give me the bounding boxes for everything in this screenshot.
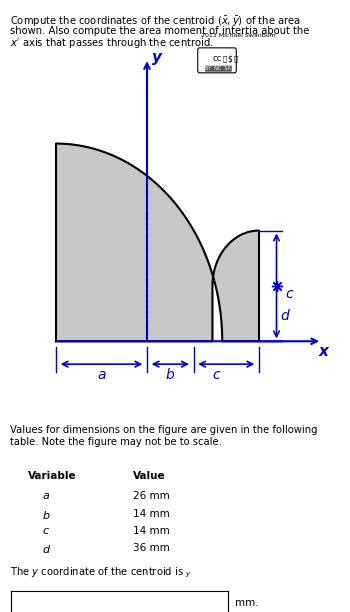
Text: $d$: $d$ (280, 308, 291, 324)
Text: BY  NC  SA: BY NC SA (205, 66, 231, 71)
FancyBboxPatch shape (198, 48, 236, 73)
Text: $x'$ axis that passes through the centroid.: $x'$ axis that passes through the centro… (10, 36, 215, 50)
Text: 14 mm: 14 mm (133, 526, 170, 536)
Text: Compute the coordinates of the centroid $\left(\bar{x}, \bar{y}\right)$ of the a: Compute the coordinates of the centroid … (10, 15, 302, 29)
Text: shown. Also compute the area moment of intertia about the: shown. Also compute the area moment of i… (10, 26, 310, 35)
Text: $a$: $a$ (42, 491, 50, 501)
Text: $a$: $a$ (97, 368, 106, 382)
Text: Variable: Variable (28, 471, 77, 481)
Text: $c$: $c$ (285, 288, 295, 301)
Text: mm.: mm. (234, 599, 258, 608)
Text: Value: Value (133, 471, 166, 481)
Text: $d$: $d$ (42, 543, 51, 555)
Text: cc: cc (212, 54, 222, 63)
Text: $b$: $b$ (165, 367, 175, 382)
Text: ⓞ: ⓞ (234, 55, 238, 62)
Text: 14 mm: 14 mm (133, 509, 170, 518)
Text: $b$: $b$ (42, 509, 50, 521)
Text: 2013 Michael Swanbom: 2013 Michael Swanbom (201, 34, 275, 39)
Text: $c$: $c$ (212, 368, 222, 382)
Text: $c$: $c$ (42, 526, 50, 536)
Text: 36 mm: 36 mm (133, 543, 170, 553)
Text: Values for dimensions on the figure are given in the following
table. Note the f: Values for dimensions on the figure are … (10, 425, 318, 447)
Text: x: x (318, 344, 328, 359)
Text: y: y (152, 50, 162, 65)
Text: ⓘ: ⓘ (223, 55, 227, 62)
Text: The $y$ coordinate of the centroid is $_y$: The $y$ coordinate of the centroid is $_… (10, 566, 192, 581)
Text: $: $ (228, 54, 233, 63)
Text: 26 mm: 26 mm (133, 491, 170, 501)
Polygon shape (56, 144, 259, 341)
